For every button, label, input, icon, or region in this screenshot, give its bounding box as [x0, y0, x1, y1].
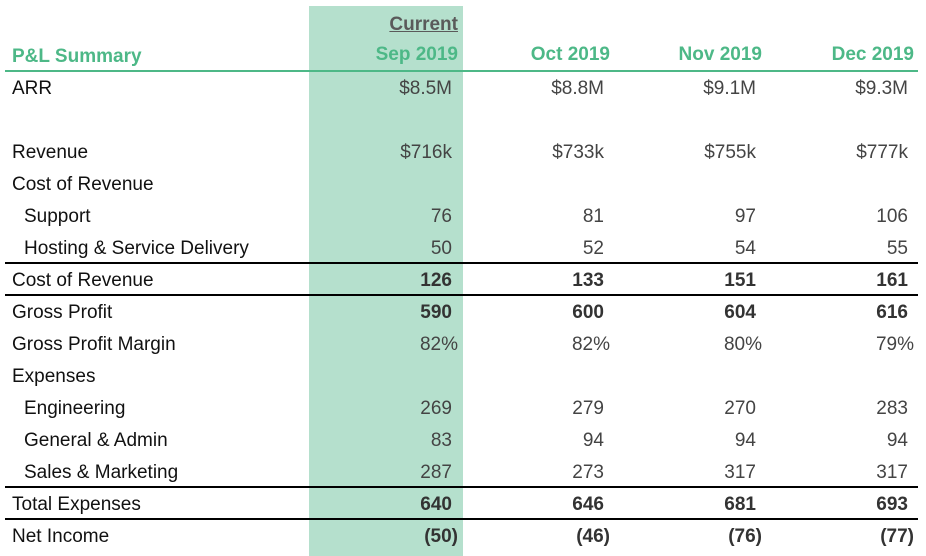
cell-value: 82% — [571, 334, 610, 355]
cell-value: 269 — [420, 398, 452, 419]
table-row-gross-profit-margin: Gross Profit Margin 82% 82% 80% 79% — [0, 329, 926, 361]
cell-value: 270 — [724, 398, 756, 419]
cell-value: 161 — [876, 270, 908, 291]
cell-value: 94 — [582, 430, 604, 451]
cell-value: 80% — [723, 334, 762, 355]
section-header-expenses: Expenses — [0, 361, 926, 393]
cell-value: $9.3M — [855, 78, 908, 99]
column-header-oct: Oct 2019 — [530, 44, 610, 65]
table-row-gross-profit: Gross Profit 590 600 604 616 — [0, 297, 926, 329]
divider — [5, 486, 918, 488]
row-label: ARR — [12, 78, 53, 99]
cell-value: (77) — [880, 526, 914, 547]
table-row-support: Support 76 81 97 106 — [0, 201, 926, 233]
divider — [5, 518, 918, 520]
divider — [5, 294, 918, 296]
table-row-general-admin: General & Admin 83 94 94 94 — [0, 425, 926, 457]
row-label: Hosting & Service Delivery — [24, 238, 249, 259]
cell-value: 76 — [430, 206, 452, 227]
row-label: Total Expenses — [12, 494, 141, 515]
cell-value: 600 — [572, 302, 604, 323]
header-divider — [5, 70, 918, 72]
table-row-revenue: Revenue $716k $733k $755k $777k — [0, 137, 926, 169]
current-column-highlight — [309, 6, 463, 556]
row-label: Cost of Revenue — [12, 270, 154, 291]
table-row-sales-marketing: Sales & Marketing 287 273 317 317 — [0, 457, 926, 489]
page-title: P&L Summary — [12, 46, 142, 67]
table-row-engineering: Engineering 269 279 270 283 — [0, 393, 926, 425]
section-header-cost-of-revenue: Cost of Revenue — [0, 169, 926, 201]
row-label: Engineering — [24, 398, 126, 419]
cell-value: 82% — [419, 334, 458, 355]
cell-value: 55 — [886, 238, 908, 259]
cell-value: $733k — [552, 142, 604, 163]
cell-value: 151 — [724, 270, 756, 291]
column-header-nov: Nov 2019 — [678, 44, 762, 65]
cell-value: 97 — [734, 206, 756, 227]
cell-value: 126 — [420, 270, 452, 291]
cell-value: 646 — [572, 494, 604, 515]
cell-value: $716k — [400, 142, 452, 163]
cell-value: 317 — [724, 462, 756, 483]
cell-value: (50) — [424, 526, 458, 547]
cell-value: $755k — [704, 142, 756, 163]
cell-value: 279 — [572, 398, 604, 419]
row-label: Net Income — [12, 526, 110, 547]
row-label: Cost of Revenue — [12, 174, 154, 195]
table-row-net-income: Net Income (50) (46) (76) (77) — [0, 521, 926, 553]
table-row-total-expenses: Total Expenses 640 646 681 693 — [0, 489, 926, 521]
cell-value: 133 — [572, 270, 604, 291]
cell-value: (76) — [728, 526, 762, 547]
cell-value: 106 — [876, 206, 908, 227]
cell-value: 317 — [876, 462, 908, 483]
row-label: General & Admin — [24, 430, 168, 451]
divider — [5, 262, 918, 264]
current-label: Current — [389, 14, 458, 35]
cell-value: 681 — [724, 494, 756, 515]
cell-value: 693 — [876, 494, 908, 515]
table-row-hosting: Hosting & Service Delivery 50 52 54 55 — [0, 233, 926, 265]
cell-value: $9.1M — [703, 78, 756, 99]
table-row-cost-of-revenue-total: Cost of Revenue 126 133 151 161 — [0, 265, 926, 297]
cell-value: 604 — [724, 302, 756, 323]
cell-value: $8.5M — [399, 78, 452, 99]
cell-value: 79% — [875, 334, 914, 355]
row-label: Revenue — [12, 142, 89, 163]
column-header-dec: Dec 2019 — [831, 44, 914, 65]
cell-value: 283 — [876, 398, 908, 419]
row-label: Expenses — [12, 366, 96, 387]
cell-value: 616 — [876, 302, 908, 323]
cell-value: 50 — [430, 238, 452, 259]
row-label: Gross Profit — [12, 302, 113, 323]
cell-value: 94 — [734, 430, 756, 451]
row-label: Sales & Marketing — [24, 462, 179, 483]
cell-value: (46) — [576, 526, 610, 547]
cell-value: 273 — [572, 462, 604, 483]
cell-value: 590 — [420, 302, 452, 323]
cell-value: 83 — [430, 430, 452, 451]
cell-value: 54 — [734, 238, 756, 259]
cell-value: 287 — [420, 462, 452, 483]
cell-value: 52 — [582, 238, 604, 259]
table-row-arr: ARR $8.5M $8.8M $9.1M $9.3M — [0, 73, 926, 105]
cell-value: 94 — [886, 430, 908, 451]
row-label: Gross Profit Margin — [12, 334, 176, 355]
cell-value: 81 — [582, 206, 604, 227]
cell-value: $777k — [856, 142, 908, 163]
column-header-sep: Sep 2019 — [375, 44, 458, 65]
cell-value: 640 — [420, 494, 452, 515]
row-label: Support — [24, 206, 91, 227]
cell-value: $8.8M — [551, 78, 604, 99]
